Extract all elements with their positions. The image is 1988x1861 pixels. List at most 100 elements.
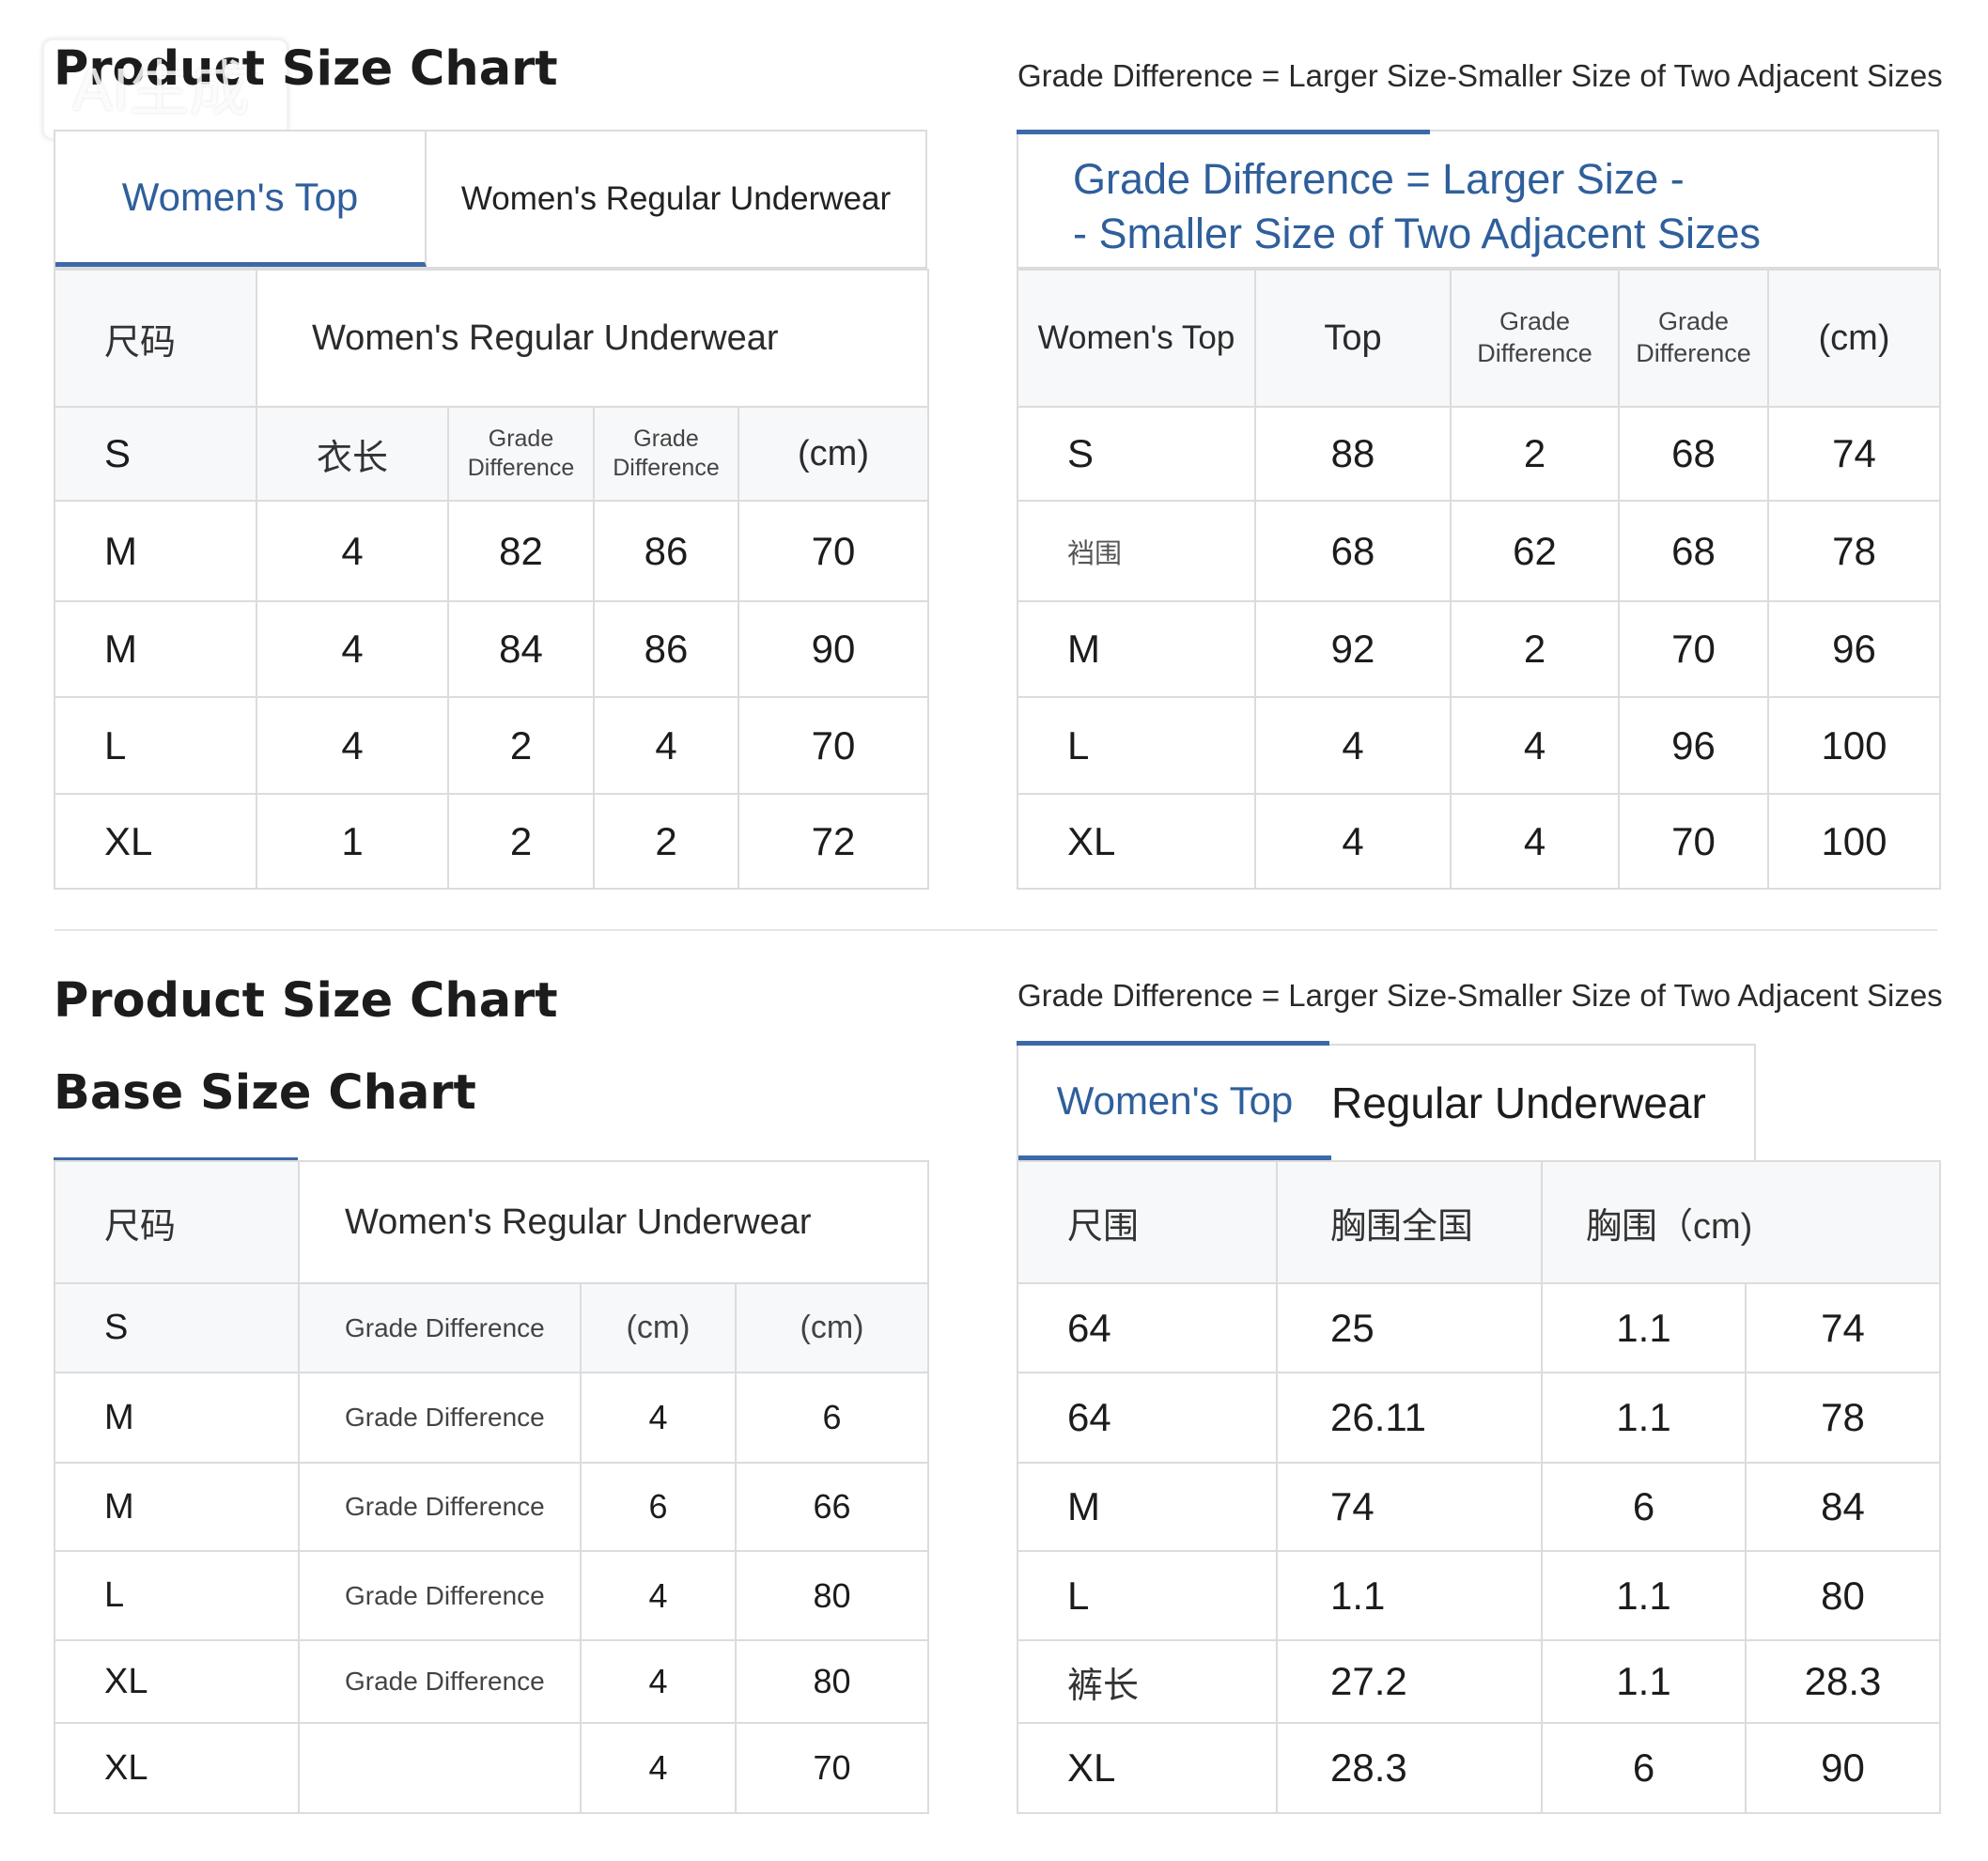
value-cell: 4 — [256, 600, 449, 698]
tab-womens-regular-underwear[interactable]: Women's Regular Underwear — [460, 180, 892, 217]
size-column-header: 尺码 — [54, 269, 257, 408]
size-cell: 裆围 — [1017, 500, 1256, 602]
value-cell: 1.1 — [1541, 1550, 1747, 1641]
value-cell: 70 — [1618, 793, 1769, 890]
value-cell: 96 — [1767, 600, 1941, 698]
table-row: M 74 6 84 — [1017, 1462, 1941, 1552]
table-row: L 4 4 96 100 — [1017, 696, 1941, 795]
value-cell: 1.1 — [1276, 1550, 1543, 1641]
size-cell: 64 — [1017, 1372, 1278, 1464]
value-cell: 68 — [1618, 500, 1769, 602]
value-cell: 74 — [1745, 1282, 1941, 1373]
size-cell: 64 — [1017, 1282, 1278, 1373]
table-row: M 4 82 86 70 — [54, 500, 930, 602]
unit-label: (cm) — [737, 406, 930, 502]
value-cell: 1.1 — [1541, 1372, 1747, 1464]
value-cell: 28.3 — [1745, 1639, 1941, 1724]
value-cell: 4 — [580, 1372, 737, 1464]
grade-difference-label: Grade Difference — [298, 1550, 582, 1641]
table-row: S 88 2 68 74 — [1017, 406, 1941, 502]
value-cell: 28.3 — [1276, 1722, 1543, 1814]
unit-label: (cm) — [734, 1282, 930, 1373]
size-cell: XL — [54, 1639, 300, 1724]
value-cell: 80 — [1745, 1550, 1941, 1641]
value-cell: 4 — [1254, 696, 1452, 795]
value-cell: 70 — [737, 500, 930, 602]
tab-accent-bar — [1017, 1041, 1329, 1046]
value-cell: 84 — [1745, 1462, 1941, 1552]
table-row: XL 4 70 — [54, 1722, 930, 1814]
column-header: 尺围 — [1017, 1160, 1278, 1284]
unit-label: (cm) — [1767, 269, 1941, 408]
value-cell: 70 — [1618, 600, 1769, 698]
size-table-top-left: 尺码 Women's Regular Underwear S 衣长 Grade … — [54, 269, 930, 890]
grade-difference-label: Grade Difference — [298, 1639, 582, 1724]
measure-label: 衣长 — [256, 406, 449, 502]
column-header: 胸围全国 — [1276, 1160, 1543, 1284]
value-cell: 4 — [580, 1550, 737, 1641]
value-cell: 84 — [447, 600, 595, 698]
page-title: Product Size Chart — [54, 41, 558, 97]
size-cell: L — [1017, 1550, 1278, 1641]
table-row: M 4 84 86 90 — [54, 600, 930, 698]
value-cell: 4 — [1450, 696, 1620, 795]
value-cell: 100 — [1767, 793, 1941, 890]
value-cell: 70 — [734, 1722, 930, 1814]
tab-bar: Women's Top Regular Underwear — [1017, 1044, 1756, 1160]
size-cell: M — [54, 1372, 300, 1464]
tab-womens-top[interactable]: Women's Top — [1018, 1046, 1331, 1160]
table-row: M 92 2 70 96 — [1017, 600, 1941, 698]
size-cell: M — [1017, 600, 1256, 698]
category-header: Women's Regular Underwear — [297, 1160, 930, 1284]
value-cell: 1.1 — [1541, 1282, 1747, 1373]
value-cell: 2 — [1450, 600, 1620, 698]
grade-difference-label: Grade Difference — [298, 1282, 582, 1373]
formula-heading-line2: - Smaller Size of Two Adjacent Sizes — [1073, 209, 1761, 257]
value-cell: 62 — [1450, 500, 1620, 602]
table-row: XL 1 2 2 72 — [54, 793, 930, 890]
ai-generated-watermark: AI生成 — [41, 38, 289, 141]
value-cell: 6 — [580, 1462, 737, 1552]
size-cell: S — [54, 406, 257, 502]
column-header: 胸围（cm) — [1541, 1160, 1941, 1284]
value-cell: 68 — [1618, 406, 1769, 502]
size-cell: M — [54, 500, 257, 602]
value-cell: 74 — [1276, 1462, 1543, 1552]
size-cell: M — [54, 600, 257, 698]
table-row: 裆围 68 62 68 78 — [1017, 500, 1941, 602]
tab-regular-underwear[interactable]: Regular Underwear — [1331, 1078, 1706, 1127]
value-cell: 82 — [447, 500, 595, 602]
value-cell: 2 — [447, 793, 595, 890]
value-cell: 2 — [593, 793, 739, 890]
value-cell: 68 — [1254, 500, 1452, 602]
table-row: M Grade Difference 6 66 — [54, 1462, 930, 1552]
size-cell: S — [54, 1282, 300, 1373]
value-cell: 80 — [734, 1550, 930, 1641]
value-cell: 4 — [256, 696, 449, 795]
table-row: 裤长 27.2 1.1 28.3 — [1017, 1639, 1941, 1724]
heading-accent-bar — [1017, 130, 1430, 134]
value-cell: 1 — [256, 793, 449, 890]
grade-difference-label: Grade Difference — [593, 406, 739, 502]
tab-womens-top[interactable]: Women's Top — [55, 132, 427, 267]
value-cell: 92 — [1254, 600, 1452, 698]
size-table-top-right: Women's Top Top Grade Difference Grade D… — [1017, 269, 1941, 890]
value-cell: 27.2 — [1276, 1639, 1543, 1724]
value-cell: 66 — [734, 1462, 930, 1552]
size-cell: L — [54, 696, 257, 795]
grade-difference-note: Grade Difference = Larger Size-Smaller S… — [1017, 978, 1943, 1013]
value-cell: 70 — [737, 696, 930, 795]
value-cell: 86 — [593, 600, 739, 698]
size-cell: XL — [1017, 793, 1256, 890]
value-cell: 4 — [1254, 793, 1452, 890]
size-cell: XL — [54, 1722, 300, 1814]
value-cell: 1.1 — [1541, 1639, 1747, 1724]
value-cell: 90 — [737, 600, 930, 698]
value-cell: 100 — [1767, 696, 1941, 795]
section-accent-bar — [54, 1157, 298, 1162]
value-cell: 72 — [737, 793, 930, 890]
size-table-bottom-right: 尺围 胸围全国 胸围（cm) 64 25 1.1 74 64 26.11 1.1… — [1017, 1160, 1941, 1814]
value-cell: 78 — [1745, 1372, 1941, 1464]
value-cell: 96 — [1618, 696, 1769, 795]
table-row: M Grade Difference 4 6 — [54, 1372, 930, 1464]
